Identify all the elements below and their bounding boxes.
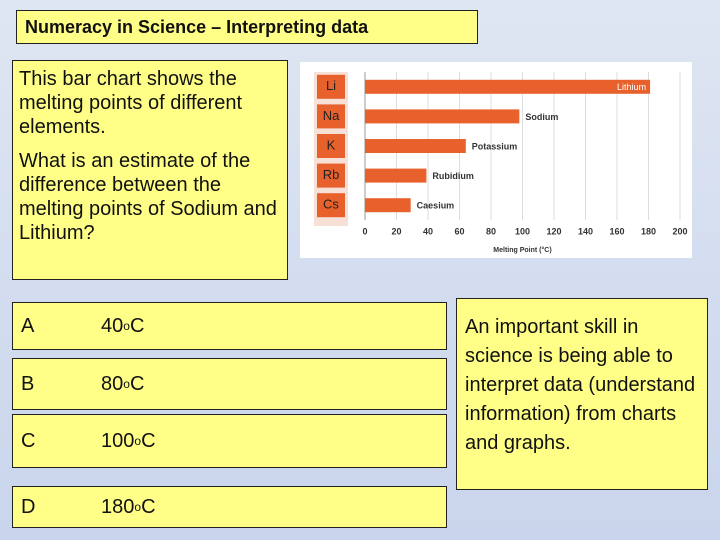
- bar-label: Sodium: [525, 112, 558, 122]
- note: An important skill in science is being a…: [456, 298, 708, 490]
- bar: [365, 109, 520, 124]
- x-tick-label: 60: [454, 226, 464, 236]
- option[interactable]: C 100 o C: [12, 414, 447, 468]
- option-letter: B: [21, 372, 35, 395]
- option-letter: C: [21, 429, 36, 452]
- degree: o: [123, 377, 130, 391]
- x-tick-label: 40: [423, 226, 433, 236]
- unit: C: [141, 429, 156, 452]
- option-value: 180: [101, 495, 135, 518]
- bar-label: Caesium: [417, 201, 455, 211]
- degree: o: [134, 500, 142, 514]
- question: This bar chart shows the melting points …: [12, 60, 288, 280]
- x-tick-label: 140: [578, 226, 593, 236]
- degree: o: [134, 434, 142, 448]
- option-value: 80: [101, 372, 124, 395]
- question-line: What is an estimate of the difference be…: [19, 150, 277, 244]
- bar-label: Lithium: [617, 82, 646, 92]
- degree: o: [123, 319, 130, 333]
- symbol: Rb: [323, 167, 340, 182]
- symbol-box: [317, 163, 345, 188]
- x-tick-label: 80: [486, 226, 496, 236]
- x-tick-label: 200: [672, 226, 687, 236]
- option-value: 40: [101, 314, 124, 337]
- bar-label: Rubidium: [432, 171, 474, 181]
- option[interactable]: B 80 o C: [12, 358, 447, 410]
- unit: C: [141, 495, 156, 518]
- x-tick-label: 0: [362, 226, 367, 236]
- option[interactable]: D 180 o C: [12, 486, 447, 528]
- x-tick-label: 20: [391, 226, 401, 236]
- bar: [365, 198, 411, 213]
- symbol-box: [317, 134, 345, 158]
- symbol-box: [317, 104, 345, 129]
- x-tick-label: 120: [546, 226, 561, 236]
- x-tick-label: 160: [609, 226, 624, 236]
- unit: C: [129, 314, 145, 337]
- bar: [365, 79, 651, 94]
- symbol: Na: [323, 108, 340, 123]
- question-line: This bar chart shows the melting points …: [19, 68, 243, 138]
- symbol-box: [317, 193, 345, 218]
- symbol: Li: [326, 78, 336, 93]
- x-tick-label: 180: [641, 226, 656, 236]
- symbol: Cs: [323, 197, 339, 212]
- x-axis-label: Melting Point (°C): [493, 246, 551, 254]
- x-tick-label: 100: [515, 226, 530, 236]
- symbol-box: [317, 74, 345, 99]
- unit: C: [129, 372, 145, 395]
- option[interactable]: A 40 o C: [12, 302, 447, 350]
- bar: [365, 139, 466, 153]
- option-value: 100: [101, 429, 135, 452]
- title: Numeracy in Science – Interpreting data: [16, 10, 478, 44]
- option-letter: D: [21, 495, 36, 518]
- symbol: K: [327, 137, 336, 152]
- chart: 0 20 40 60 80 100 120 140 160 180 200 Melting Point…: [300, 62, 692, 258]
- bar-label: Potassium: [472, 141, 518, 151]
- bar: [365, 168, 427, 183]
- option-letter: A: [21, 314, 35, 337]
